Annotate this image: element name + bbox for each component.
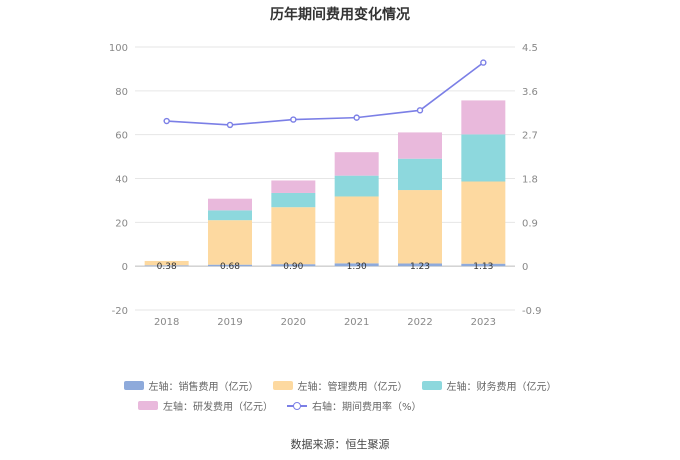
bar-rnd-2023 — [461, 100, 506, 135]
ratio-line — [166, 61, 484, 126]
data-label-sales-2021: 1.30 — [347, 262, 367, 272]
ratio-point-2018 — [163, 117, 170, 125]
right-tick-label: 2.7 — [522, 131, 538, 142]
legend-swatch-admin — [272, 381, 293, 390]
ratio-point-2021 — [353, 114, 360, 121]
legend-swatch-rnd — [138, 401, 158, 410]
x-tick-label: 2022 — [407, 317, 432, 328]
bar-rnd-2019 — [208, 198, 252, 211]
legend-label-ratio: 右轴：期间费用率（%） — [312, 402, 422, 413]
bar-admin-2021 — [334, 196, 379, 264]
legend-label-finance: 左轴：财务费用（亿元） — [446, 382, 557, 393]
data-source: 数据来源：恒生聚源 — [290, 438, 390, 451]
bar-admin-2019 — [208, 220, 252, 265]
bar-rnd-2022 — [398, 132, 442, 159]
ratio-point-2023 — [480, 59, 487, 66]
legend-item-ratio[interactable]: 右轴：期间费用率（%） — [287, 398, 422, 413]
data-label-sales-2022: 1.23 — [410, 262, 430, 272]
ratio-point-2020 — [290, 116, 297, 123]
bar-admin-2022 — [398, 190, 442, 264]
ratio-point-2019 — [226, 121, 234, 129]
bar-admin-2018 — [144, 260, 189, 266]
legend-row-1: 左轴：销售费用（亿元） 左轴：管理费用（亿元） 左轴：财务费用（亿元） — [0, 378, 680, 393]
legend-label-rnd: 左轴：研发费用（亿元） — [163, 402, 273, 413]
bar-finance-2020 — [271, 192, 316, 208]
right-tick-label: 0 — [522, 262, 528, 273]
right-tick-label: 4.5 — [522, 43, 538, 54]
legend-label-sales: 左轴：销售费用（亿元） — [148, 382, 259, 393]
legend-swatch-sales — [123, 381, 144, 390]
legend-item-admin[interactable]: 左轴：管理费用（亿元） — [272, 378, 408, 393]
bar-finance-2023 — [461, 134, 506, 182]
bar-rnd-2021 — [334, 152, 379, 176]
left-tick-label: 80 — [115, 87, 128, 98]
bar-admin-2023 — [461, 181, 506, 264]
right-tick-label: 0.9 — [522, 218, 538, 229]
data-label-sales-2019: 0.68 — [220, 262, 240, 272]
bar-sales-2020 — [271, 264, 316, 267]
x-tick-label: 2019 — [217, 317, 242, 328]
x-tick-label: 2021 — [344, 317, 369, 328]
chart-title: 历年期间费用变化情况 — [270, 7, 410, 23]
bar-admin-2020 — [271, 207, 316, 265]
bar-rnd-2020 — [271, 180, 316, 193]
legend-row-2: 左轴：研发费用（亿元） 右轴：期间费用率（%） — [0, 398, 680, 413]
right-tick-label: 1.8 — [522, 175, 538, 186]
x-tick-label: 2018 — [154, 317, 179, 328]
left-tick-label: 40 — [115, 175, 128, 186]
data-label-sales-2020: 0.90 — [283, 262, 303, 272]
left-tick-label: 0 — [122, 262, 128, 273]
x-tick-label: 2023 — [471, 317, 496, 328]
data-label-sales-2023: 1.13 — [473, 262, 493, 272]
bar-finance-2019 — [208, 210, 252, 221]
legend-item-rnd[interactable]: 左轴：研发费用（亿元） — [138, 398, 273, 413]
right-tick-label: 3.6 — [522, 87, 538, 98]
bar-sales-2022 — [398, 263, 442, 267]
bar-sales-2018 — [144, 265, 189, 267]
legend-swatch-ratio-icon — [287, 401, 307, 411]
left-tick-label: 100 — [109, 43, 128, 54]
left-tick-label: 20 — [115, 218, 128, 229]
bar-sales-2021 — [334, 263, 379, 267]
ratio-point-2022 — [416, 107, 424, 114]
bar-sales-2023 — [461, 263, 506, 267]
data-label-sales-2018: 0.38 — [157, 262, 177, 272]
right-tick-label: -0.9 — [522, 306, 542, 317]
legend-label-admin: 左轴：管理费用（亿元） — [297, 382, 408, 393]
legend-swatch-finance — [421, 381, 442, 390]
bar-finance-2022 — [398, 158, 442, 191]
bar-sales-2019 — [208, 264, 252, 267]
left-tick-label: 60 — [115, 131, 128, 142]
chart-plot: -20 0 20 40 60 80 100 -0.9 0 0.9 1.8 2.7 3.6 4.5 2018 0… — [109, 43, 542, 328]
bar-finance-2021 — [334, 175, 379, 197]
x-tick-label: 2020 — [281, 317, 306, 328]
left-tick-label: -20 — [112, 306, 128, 317]
legend-item-sales[interactable]: 左轴：销售费用（亿元） — [123, 378, 259, 393]
legend-item-finance[interactable]: 左轴：财务费用（亿元） — [421, 378, 557, 393]
